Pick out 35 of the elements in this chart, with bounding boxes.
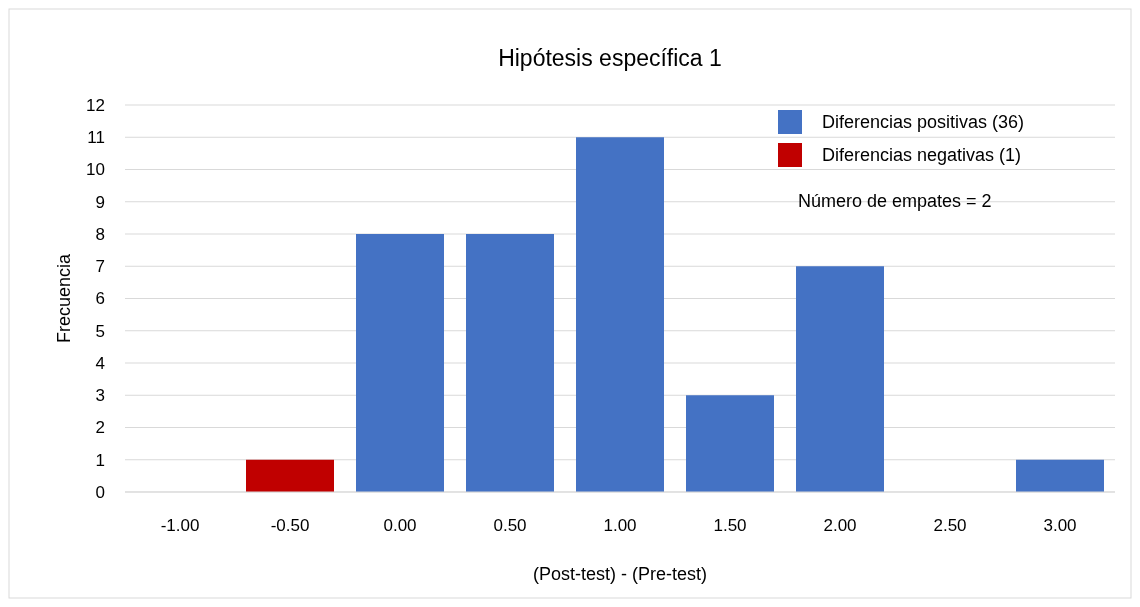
x-tick-label: 2.50	[933, 516, 967, 535]
chart-title: Hipótesis específica 1	[498, 45, 722, 71]
y-tick-label: 9	[95, 192, 105, 212]
y-tick-label: 10	[86, 160, 105, 180]
bar	[246, 459, 334, 492]
bar	[466, 234, 554, 492]
x-tick-label: -1.00	[160, 516, 200, 535]
bar	[1016, 459, 1104, 492]
bar	[356, 234, 444, 492]
x-tick-label: 2.00	[823, 516, 857, 535]
y-tick-label: 1	[95, 450, 105, 470]
x-tick-label: 3.00	[1043, 516, 1077, 535]
y-tick-label: 7	[95, 257, 105, 277]
legend-label: Diferencias positivas (36)	[822, 112, 1025, 133]
x-tick-label: 0.50	[493, 516, 527, 535]
y-tick-label: 4	[95, 353, 105, 373]
y-tick-label: 12	[86, 95, 105, 115]
bar	[576, 137, 664, 492]
y-axis-title: Frecuencia	[54, 252, 74, 344]
y-tick-label: 6	[95, 289, 105, 309]
legend-label: Diferencias negativas (1)	[822, 145, 1022, 166]
x-tick-label: 0.00	[383, 516, 417, 535]
x-tick-label: -0.50	[270, 516, 310, 535]
bar	[686, 395, 774, 492]
y-tick-label: 5	[95, 321, 105, 341]
y-tick-label: 8	[95, 224, 105, 244]
y-tick-label: 3	[95, 386, 105, 406]
bar	[796, 266, 884, 492]
x-tick-label: 1.50	[713, 516, 747, 535]
x-axis-title: (Post-test) - (Pre-test)	[532, 564, 708, 584]
y-tick-label: 0	[95, 482, 105, 502]
x-tick-label: 1.00	[603, 516, 637, 535]
annotation: Número de empates = 2	[798, 191, 992, 211]
y-tick-label: 11	[87, 128, 105, 148]
y-tick-label: 2	[95, 418, 105, 438]
